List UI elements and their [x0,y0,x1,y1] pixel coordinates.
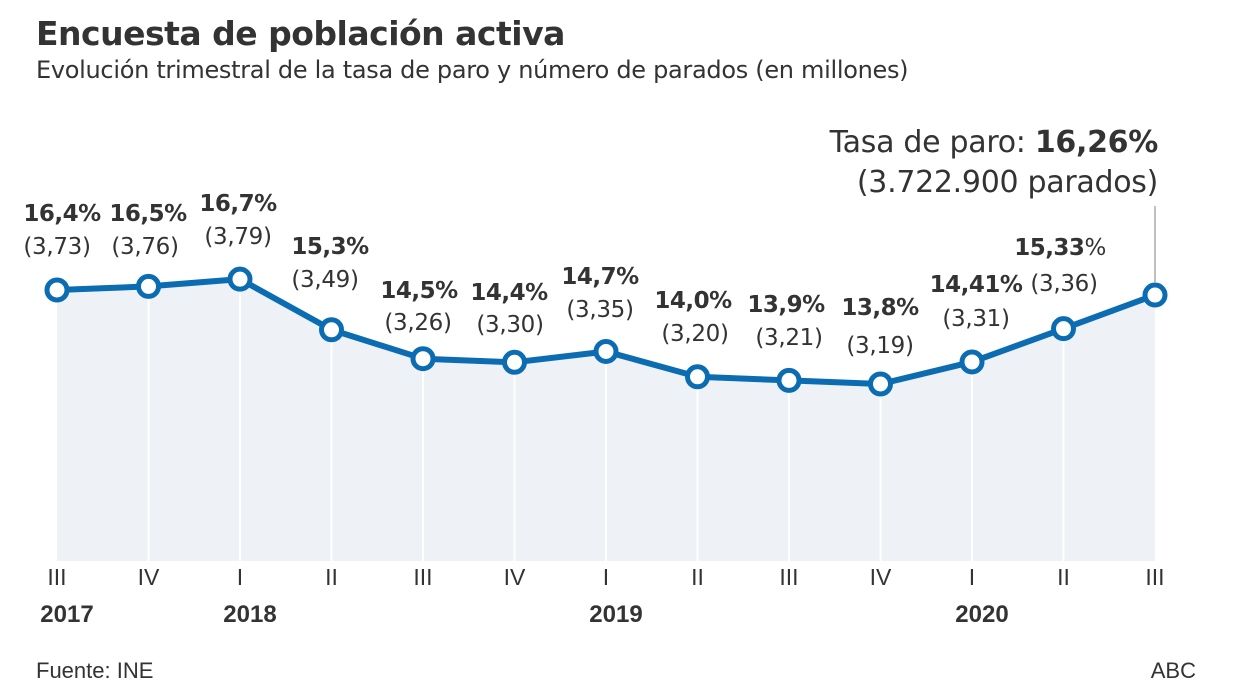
rate-label: 15,33% [1014,235,1106,261]
x-tick-label: I [603,564,609,590]
callout-prefix: Tasa de paro: [829,125,1035,160]
brand-logo: ABC [1150,658,1196,683]
data-point [959,349,985,375]
unemployed-label: (3,35) [566,297,633,323]
data-point [136,273,161,299]
rate-label: 16,4% [23,201,101,227]
unemployed-label: (3,36) [1030,271,1097,297]
rate-label: 13,9% [747,292,825,318]
data-point [776,367,802,393]
callout-value: 16,26% [1035,125,1158,160]
point-layer [44,266,1168,397]
x-tick-label: I [237,564,243,590]
data-point [1142,282,1168,308]
data-point [319,317,344,343]
x-tick-label: I [969,564,975,590]
data-point [685,364,710,390]
rate-label: 16,5% [109,201,187,227]
x-tick-label: III [413,564,432,590]
rate-label-number: 15,33 [1014,235,1084,261]
x-tick-label: III [47,564,66,590]
rate-label: 14,5% [380,278,458,304]
rate-label: 13,8% [841,295,919,321]
year-label: 2019 [589,601,642,628]
data-point [227,266,253,292]
unemployed-label: (3,19) [846,333,913,359]
x-tick-label: IV [504,564,526,590]
year-label: 2018 [223,601,276,628]
rate-label: 14,7% [561,264,639,290]
unemployed-label: (3,30) [476,312,543,338]
year-label: 2017 [40,601,93,628]
label-layer: 16,4% (3,73) 16,5% (3,76) 16,7% (3,79) 15,3% (3… [23,191,1106,359]
rate-label: 15,3% [291,234,369,260]
rate-label: 16,7% [199,191,277,217]
unemployed-label: (3,21) [755,325,822,351]
x-tick-label: IV [138,564,160,590]
data-point [502,349,527,375]
unemployed-label: (3,20) [661,321,728,347]
unemployed-label: (3,73) [23,234,90,260]
x-tick-label: II [1057,564,1070,590]
data-point [593,338,619,364]
grid-layer [147,279,1065,561]
x-tick-label: III [1145,564,1164,590]
data-point [410,346,436,372]
unemployed-label: (3,76) [111,234,178,260]
data-point [868,371,893,397]
unemployed-label: (3,26) [384,310,451,336]
x-tick-label: II [325,564,338,590]
year-label: 2020 [955,601,1008,628]
rate-label: 14,0% [654,288,732,314]
unemployed-label: (3,31) [942,306,1009,332]
chart-subtitle: Evolución trimestral de la tasa de paro … [36,56,909,84]
source-note: Fuente: INE [36,658,154,683]
data-point [1051,316,1076,342]
callout-rate-text: Tasa de paro: 16,26% [829,125,1159,160]
unemployed-label: (3,49) [291,267,358,293]
callout-annotation: Tasa de paro: 16,26% (3.722.900 parados) [829,125,1159,284]
callout-detail: (3.722.900 parados) [857,165,1158,200]
unemployed-label: (3,79) [204,224,271,250]
data-point [44,277,70,303]
x-tick-label: II [691,564,704,590]
x-tick-label: IV [870,564,892,590]
chart-title: Encuesta de población activa [36,14,565,53]
x-tick-label: III [779,564,798,590]
rate-label: 14,41% [930,272,1023,298]
rate-label: 14,4% [470,280,548,306]
rate-label-percent: % [1084,235,1105,261]
